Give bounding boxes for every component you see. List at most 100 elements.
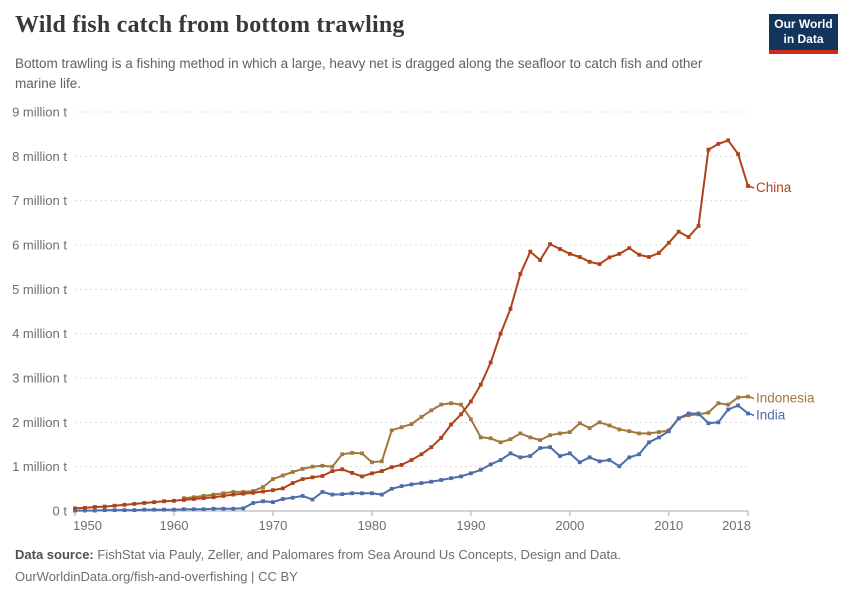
series-label-connector-india: [748, 412, 755, 417]
data-point-india: [429, 479, 434, 484]
data-point-india: [191, 507, 196, 512]
data-point-indonesia: [231, 490, 236, 494]
data-point-india: [330, 492, 335, 497]
data-point-india: [379, 492, 384, 497]
data-point-india: [162, 507, 166, 512]
data-point-indonesia: [558, 431, 562, 436]
x-axis-label: 1960: [160, 518, 189, 533]
x-axis-label: 1950: [73, 518, 102, 533]
y-axis-label: 3 million t: [12, 371, 67, 386]
data-point-india: [577, 460, 582, 465]
series-line-china: [74, 139, 749, 510]
data-point-china: [231, 492, 236, 497]
series-line-indonesia: [182, 395, 749, 500]
data-point-china: [142, 501, 147, 505]
data-point-india: [746, 411, 750, 416]
data-point-indonesia: [290, 470, 295, 474]
data-point-china: [528, 249, 533, 254]
data-point-indonesia: [597, 420, 602, 425]
data-point-india: [261, 499, 265, 504]
data-source-label: Data source:: [15, 547, 94, 562]
x-axis-label: 1980: [357, 518, 386, 533]
data-point-indonesia: [508, 437, 513, 442]
data-point-china: [172, 498, 176, 503]
data-point-indonesia: [548, 433, 552, 438]
series-label-china: China: [756, 180, 792, 195]
series-label-connector-indonesia: [748, 395, 755, 400]
data-point-india: [271, 500, 275, 505]
data-point-india: [132, 508, 137, 513]
data-point-india: [478, 467, 483, 472]
data-point-indonesia: [657, 430, 661, 434]
data-point-indonesia: [409, 422, 414, 427]
data-point-china: [577, 255, 582, 259]
data-point-india: [152, 507, 157, 512]
data-point-india: [360, 491, 364, 496]
data-point-china: [518, 271, 523, 276]
data-point-india: [528, 454, 533, 458]
data-point-indonesia: [617, 427, 622, 432]
data-point-indonesia: [518, 431, 523, 436]
y-axis-label: 1 million t: [12, 459, 67, 474]
data-point-india: [607, 458, 612, 462]
data-point-indonesia: [607, 423, 612, 428]
data-point-china: [548, 242, 552, 247]
data-point-china: [152, 500, 157, 505]
data-point-indonesia: [716, 401, 721, 406]
data-point-indonesia: [280, 473, 285, 478]
data-point-china: [191, 497, 196, 501]
data-point-india: [389, 486, 394, 491]
data-point-india: [340, 492, 345, 497]
data-point-china: [468, 399, 473, 404]
owid-logo-box: Our World in Data: [769, 14, 838, 50]
data-point-indonesia: [310, 464, 315, 469]
data-point-indonesia: [736, 395, 741, 400]
data-point-indonesia: [439, 402, 444, 407]
data-point-china: [488, 360, 493, 365]
data-point-china: [429, 445, 434, 450]
owid-logo: Our World in Data: [769, 14, 838, 54]
data-point-china: [617, 251, 622, 256]
data-point-india: [399, 484, 404, 489]
y-axis-label: 2 million t: [12, 415, 67, 430]
data-point-india: [241, 506, 246, 511]
data-point-india: [657, 435, 661, 440]
footer-link[interactable]: OurWorldinData.org/fish-and-overfishing: [15, 569, 248, 584]
data-point-indonesia: [746, 394, 750, 399]
owid-logo-line2: in Data: [783, 31, 824, 46]
data-point-india: [647, 440, 651, 445]
data-point-india: [666, 429, 671, 434]
data-point-india: [597, 459, 602, 464]
data-point-india: [617, 464, 622, 469]
data-point-india: [419, 481, 424, 485]
data-point-china: [350, 470, 355, 475]
data-point-india: [736, 403, 741, 408]
data-point-indonesia: [459, 402, 463, 407]
data-point-indonesia: [211, 492, 216, 497]
data-point-indonesia: [468, 417, 473, 422]
data-point-china: [261, 489, 265, 494]
data-point-india: [310, 497, 315, 502]
data-point-china: [73, 506, 77, 511]
data-point-india: [320, 490, 325, 494]
data-point-indonesia: [647, 431, 651, 436]
x-axis-label: 2010: [654, 518, 683, 533]
data-source-text: FishStat via Pauly, Zeller, and Palomare…: [97, 547, 622, 562]
data-point-indonesia: [478, 435, 483, 440]
data-point-indonesia: [538, 438, 543, 442]
footer: Data source: FishStat via Pauly, Zeller,…: [15, 544, 621, 588]
data-point-india: [201, 507, 206, 512]
data-point-china: [647, 255, 651, 259]
data-point-china: [666, 240, 671, 245]
data-point-china: [558, 247, 562, 251]
data-point-china: [340, 467, 345, 472]
data-point-indonesia: [567, 430, 572, 434]
data-point-india: [350, 491, 355, 496]
chart-subtitle: Bottom trawling is a fishing method in w…: [15, 56, 703, 91]
data-point-india: [567, 451, 572, 456]
data-point-indonesia: [637, 431, 642, 436]
data-point-indonesia: [488, 436, 493, 441]
data-point-china: [409, 458, 414, 462]
